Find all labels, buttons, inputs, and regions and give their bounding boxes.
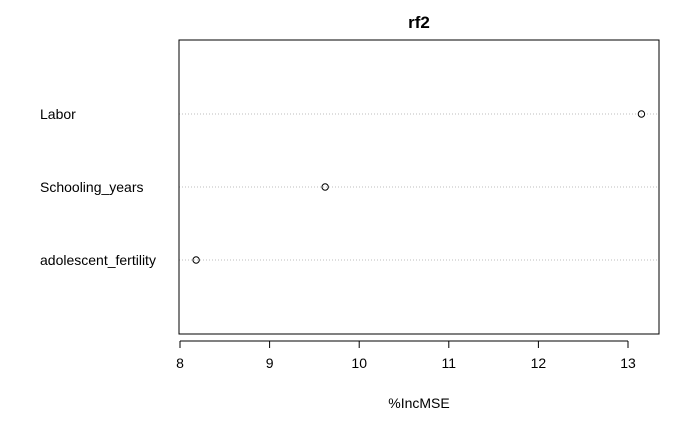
- data-points: [192, 110, 646, 264]
- plot-frame: [178, 39, 660, 335]
- x-ticks: 8 9 10 11 12 13: [176, 341, 636, 371]
- chart-title: rf2: [408, 13, 430, 32]
- x-axis-label: %IncMSE: [388, 395, 449, 411]
- category-label: adolescent_fertility: [40, 252, 156, 268]
- category-labels: Labor Schooling_years adolescent_fertility: [40, 106, 156, 268]
- x-tick-label: 10: [351, 355, 367, 371]
- x-axis: 8 9 10 11 12 13: [176, 340, 636, 371]
- data-point: [192, 256, 200, 264]
- data-point: [637, 110, 646, 118]
- x-tick-label: 12: [531, 355, 547, 371]
- category-label: Schooling_years: [40, 179, 144, 195]
- data-point: [321, 183, 329, 191]
- x-tick-label: 9: [266, 355, 274, 371]
- category-guide-lines: [179, 113, 659, 261]
- category-label: Labor: [40, 106, 76, 122]
- x-tick-label: 8: [176, 355, 184, 371]
- x-tick-label: 11: [442, 355, 457, 371]
- x-tick-label: 13: [620, 355, 636, 371]
